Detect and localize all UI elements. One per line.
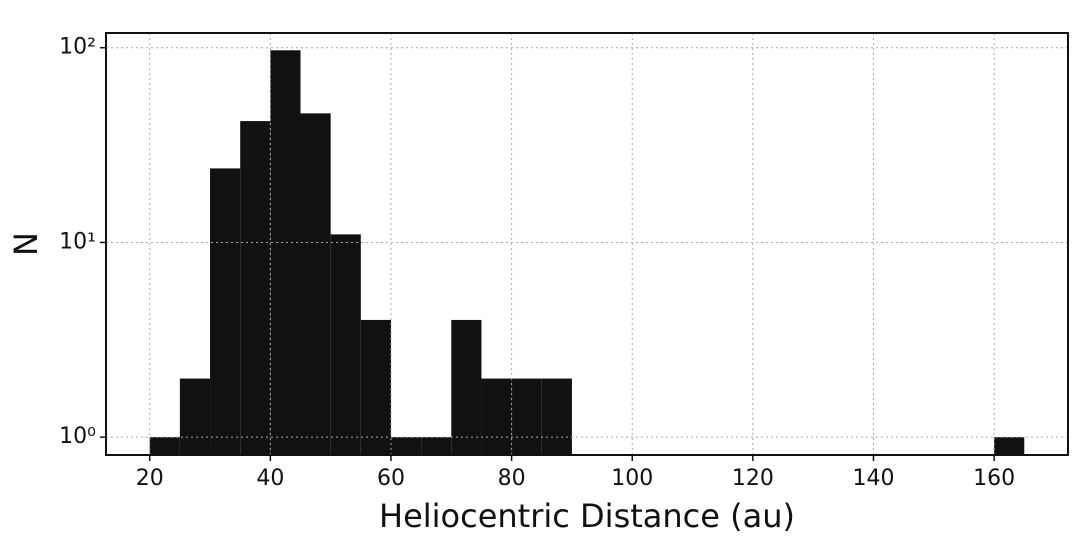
bar [360,319,391,455]
bar [511,378,542,455]
y-tick-label: 10¹ [59,229,96,254]
x-tick-label: 20 [136,466,164,491]
bar [481,378,512,455]
bar [300,113,331,455]
bar [270,50,301,455]
bar [210,168,241,455]
x-tick-label: 140 [852,466,894,491]
x-tick-label: 160 [973,466,1015,491]
y-tick-label: 10² [59,35,96,60]
bar [994,437,1025,455]
x-tick-label: 100 [611,466,653,491]
bar [451,319,482,455]
x-tick-label: 120 [732,466,774,491]
bar [179,378,211,455]
x-axis-label: Heliocentric Distance (au) [379,497,795,535]
bar [541,378,572,455]
x-tick-label: 60 [377,466,405,491]
bar [149,437,180,455]
bar [390,437,422,455]
bar [240,121,271,455]
y-tick-label: 10⁰ [59,424,96,449]
y-axis-label: N [7,232,45,256]
bar [330,234,361,455]
x-tick-label: 40 [256,466,284,491]
plot-frame [105,32,1069,456]
x-tick-label: 80 [498,466,526,491]
bar [421,437,452,455]
